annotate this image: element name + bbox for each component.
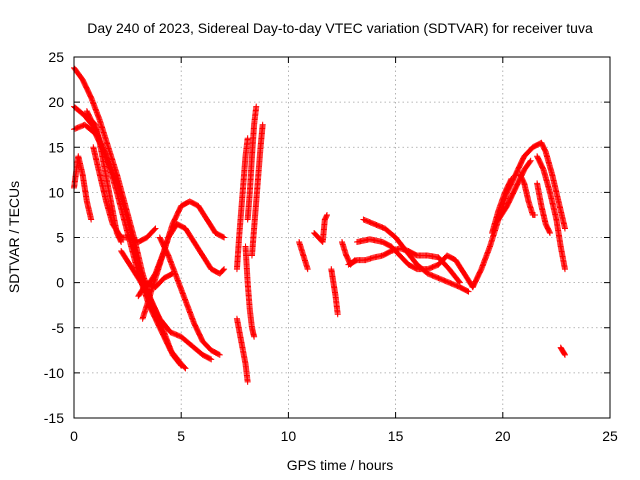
series-track-9	[156, 234, 223, 358]
y-tick-label: 20	[48, 94, 64, 110]
series-track-27	[516, 171, 538, 218]
y-tick-label: 5	[56, 230, 64, 246]
data-point	[117, 237, 124, 244]
series-track-8	[118, 248, 185, 369]
series-track-29	[557, 344, 568, 358]
data-point	[207, 355, 214, 362]
data-point	[323, 213, 330, 220]
data-point	[118, 239, 125, 246]
series-track-12	[233, 135, 251, 273]
data-points	[71, 64, 568, 385]
data-point	[251, 333, 258, 340]
series-track-11	[233, 315, 251, 385]
series-track-5	[90, 144, 159, 246]
data-point	[220, 233, 227, 240]
series-track-22	[354, 236, 476, 291]
data-point	[244, 378, 251, 385]
x-tick-label: 10	[281, 428, 297, 444]
series-track-4	[71, 153, 95, 223]
data-point	[208, 356, 215, 363]
data-point	[507, 176, 514, 183]
y-tick-label: -15	[44, 410, 64, 426]
data-point	[178, 362, 185, 369]
data-point	[561, 350, 568, 357]
data-point	[531, 211, 538, 218]
data-point	[220, 266, 227, 273]
series-track-25	[489, 175, 515, 236]
data-point	[323, 211, 330, 218]
data-point	[181, 364, 188, 371]
series-track-15	[248, 121, 266, 259]
y-tick-label: 15	[48, 139, 64, 155]
data-point	[508, 175, 515, 182]
data-point	[527, 157, 534, 164]
data-point	[546, 228, 553, 235]
data-point	[253, 103, 260, 110]
series-track-26	[534, 153, 568, 273]
y-tick-label: -10	[44, 365, 64, 381]
data-point	[526, 158, 533, 165]
y-tick-label: 25	[48, 49, 64, 65]
x-tick-label: 5	[177, 428, 185, 444]
y-tick-label: -5	[52, 320, 65, 336]
grid	[74, 57, 610, 418]
data-point	[464, 288, 471, 295]
data-point	[151, 226, 158, 233]
data-point	[334, 311, 341, 318]
tick-labels: 0 5 10 15 20 25 -15 -10 -5 0 5 10 15 20 25	[44, 49, 618, 444]
series-track-28	[534, 180, 553, 236]
data-point	[561, 225, 568, 232]
y-tick-label: 10	[48, 184, 64, 200]
data-point	[221, 266, 228, 273]
data-point	[169, 270, 176, 277]
data-point	[546, 229, 553, 236]
series-track-18	[328, 266, 341, 318]
x-axis-label: GPS time / hours	[287, 457, 394, 473]
x-tick-label: 20	[495, 428, 511, 444]
y-tick-label: 0	[56, 275, 64, 291]
data-point	[244, 135, 251, 142]
data-point	[168, 271, 175, 278]
axis-ticks	[73, 56, 611, 419]
x-tick-label: 0	[70, 428, 78, 444]
data-point	[561, 266, 568, 273]
data-point	[465, 288, 472, 295]
data-point	[152, 225, 159, 232]
x-tick-label: 25	[602, 428, 618, 444]
data-point	[88, 216, 95, 223]
data-point	[182, 365, 189, 372]
data-point	[177, 361, 184, 368]
x-tick-label: 15	[388, 428, 404, 444]
chart-title: Day 240 of 2023, Sidereal Day-to-day VTE…	[87, 20, 593, 36]
series-track-10	[135, 270, 176, 300]
data-point	[561, 351, 568, 358]
data-point	[259, 121, 266, 128]
data-point	[221, 234, 228, 241]
y-axis-label: SDTVAR / TECUs	[6, 181, 22, 293]
series-track-30	[83, 108, 125, 246]
data-point	[304, 266, 311, 273]
series-track-13	[242, 243, 258, 340]
series-track-17	[311, 211, 330, 246]
series-track-16	[296, 239, 311, 273]
data-point	[215, 351, 222, 358]
series-track-14	[244, 103, 260, 223]
data-point	[216, 351, 223, 358]
